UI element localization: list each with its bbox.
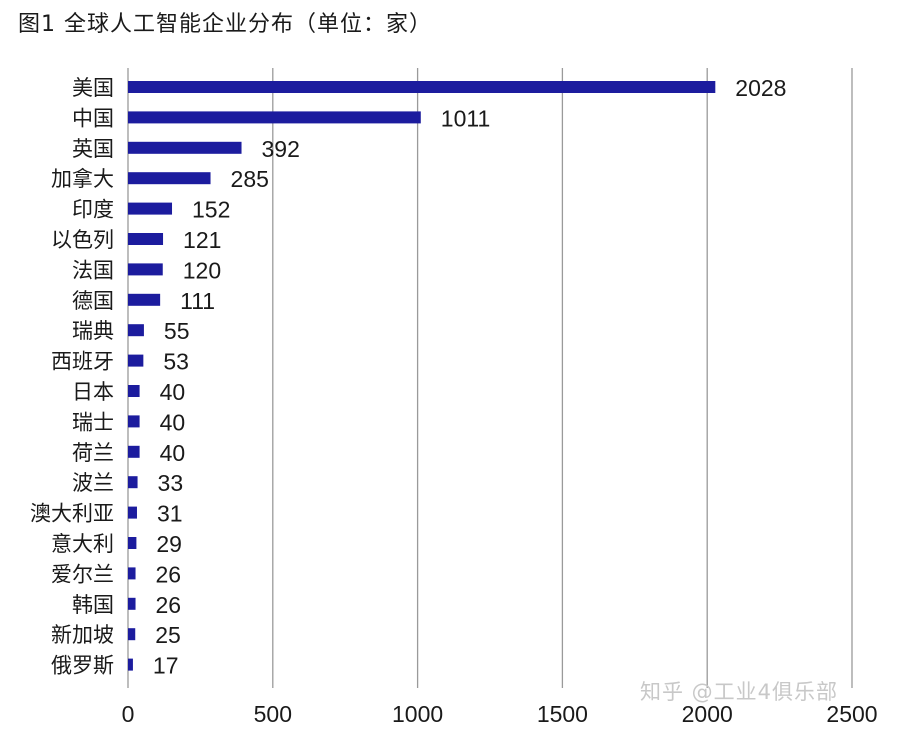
bar-9 [128,354,144,367]
bar-11 [128,415,140,428]
category-label: 加拿大 [51,167,114,191]
bar-17 [128,597,136,610]
category-label: 韩国 [72,593,114,617]
value-label: 40 [160,440,186,466]
category-label: 英国 [72,137,114,161]
value-label: 152 [192,197,230,223]
value-label: 17 [153,653,179,679]
category-label: 日本 [72,380,114,404]
bar-3 [128,172,211,185]
bar-16 [128,567,136,580]
category-label: 荷兰 [72,441,114,465]
chart-title: 图1 全球人工智能企业分布（单位：家） [18,12,432,37]
x-tick-label: 500 [254,701,292,727]
labels: 0 500 1000 1500 2000 2500 美国 2028 中国 1011 英国 392 加拿大… [30,75,878,727]
category-label: 德国 [72,289,114,313]
category-label: 意大利 [51,532,114,556]
value-label: 29 [156,531,182,557]
category-label: 印度 [72,198,114,222]
category-label: 瑞士 [72,410,114,434]
bar-15 [128,537,137,549]
value-label: 1011 [441,105,490,131]
value-label: 40 [160,379,186,405]
category-label: 俄罗斯 [51,654,114,678]
value-label: 53 [163,349,189,375]
bar-19 [128,658,133,671]
category-label: 美国 [72,76,114,100]
category-label: 新加坡 [51,623,114,647]
bar-1 [128,111,421,124]
value-label: 2028 [735,75,786,101]
bar-8 [128,324,144,337]
value-label: 26 [156,561,182,587]
value-label: 285 [231,166,269,192]
category-label: 瑞典 [72,319,114,343]
x-tick-label: 2500 [826,701,877,727]
bar-7 [128,293,161,306]
value-label: 40 [160,409,186,435]
bar-12 [128,445,140,458]
x-tick-label: 1000 [392,701,443,727]
category-label: 爱尔兰 [51,562,114,586]
value-label: 55 [164,318,190,344]
bars [128,81,716,671]
x-tick-label: 0 [122,701,135,727]
value-label: 33 [158,470,184,496]
value-label: 392 [262,136,300,162]
bar-10 [128,385,140,397]
watermark-text: 知乎 @工业4俱乐部 [640,680,839,704]
bar-18 [128,628,136,641]
bar-0 [128,81,716,93]
bar-6 [128,263,163,276]
category-label: 中国 [72,106,114,130]
value-label: 121 [183,227,221,253]
value-label: 111 [180,288,215,314]
value-label: 31 [157,501,183,527]
value-label: 120 [183,257,221,283]
value-label: 25 [155,622,181,648]
bar-5 [128,233,164,245]
category-label: 法国 [72,258,114,282]
category-label: 西班牙 [51,350,114,374]
bar-13 [128,476,138,489]
bar-2 [128,141,242,154]
category-label: 以色列 [51,228,114,252]
bar-14 [128,506,137,519]
bar-4 [128,202,173,215]
category-label: 波兰 [72,471,114,495]
value-label: 26 [156,592,182,618]
category-label: 澳大利亚 [30,502,114,526]
grid-lines [127,68,853,688]
x-tick-label: 2000 [682,701,733,727]
x-tick-label: 1500 [537,701,588,727]
